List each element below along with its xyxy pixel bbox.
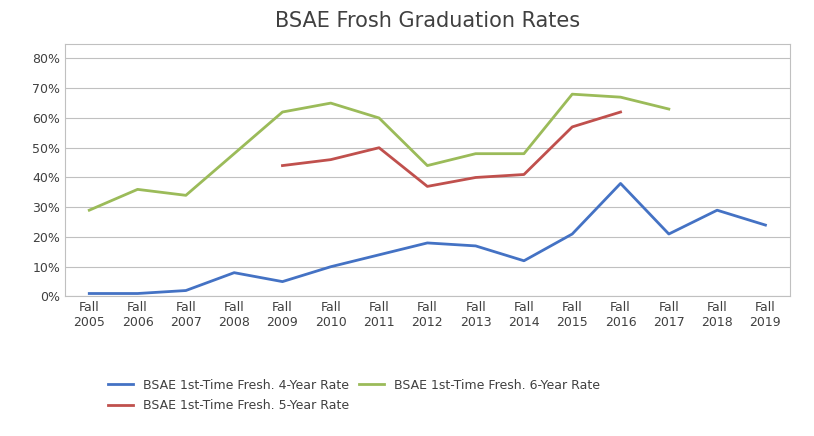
BSAE 1st-Time Fresh. 6-Year Rate <box>278 109 287 115</box>
BSAE 1st-Time Fresh. 4-Year Rate <box>278 279 287 284</box>
BSAE 1st-Time Fresh. 4-Year Rate <box>374 252 384 257</box>
BSAE 1st-Time Fresh. 6-Year Rate <box>470 151 480 156</box>
BSAE 1st-Time Fresh. 6-Year Rate <box>664 106 674 112</box>
BSAE 1st-Time Fresh. 6-Year Rate <box>567 92 577 97</box>
BSAE 1st-Time Fresh. 4-Year Rate <box>326 264 335 269</box>
BSAE 1st-Time Fresh. 4-Year Rate <box>85 291 94 296</box>
BSAE 1st-Time Fresh. 4-Year Rate <box>567 232 577 237</box>
Legend: BSAE 1st-Time Fresh. 4-Year Rate, BSAE 1st-Time Fresh. 5-Year Rate, BSAE 1st-Tim: BSAE 1st-Time Fresh. 4-Year Rate, BSAE 1… <box>107 378 600 412</box>
BSAE 1st-Time Fresh. 6-Year Rate <box>374 116 384 121</box>
BSAE 1st-Time Fresh. 6-Year Rate <box>326 100 335 106</box>
BSAE 1st-Time Fresh. 4-Year Rate <box>615 181 625 186</box>
BSAE 1st-Time Fresh. 4-Year Rate <box>422 240 432 245</box>
BSAE 1st-Time Fresh. 4-Year Rate <box>230 270 239 275</box>
BSAE 1st-Time Fresh. 5-Year Rate <box>519 172 529 177</box>
Title: BSAE Frosh Graduation Rates: BSAE Frosh Graduation Rates <box>275 11 580 31</box>
BSAE 1st-Time Fresh. 5-Year Rate <box>567 124 577 129</box>
BSAE 1st-Time Fresh. 6-Year Rate <box>230 151 239 156</box>
Line: BSAE 1st-Time Fresh. 5-Year Rate: BSAE 1st-Time Fresh. 5-Year Rate <box>282 112 620 187</box>
BSAE 1st-Time Fresh. 4-Year Rate <box>664 232 674 237</box>
BSAE 1st-Time Fresh. 5-Year Rate <box>615 109 625 115</box>
BSAE 1st-Time Fresh. 5-Year Rate <box>278 163 287 168</box>
Line: BSAE 1st-Time Fresh. 4-Year Rate: BSAE 1st-Time Fresh. 4-Year Rate <box>90 184 765 293</box>
BSAE 1st-Time Fresh. 4-Year Rate <box>181 288 190 293</box>
BSAE 1st-Time Fresh. 6-Year Rate <box>181 193 190 198</box>
BSAE 1st-Time Fresh. 4-Year Rate <box>712 208 722 213</box>
BSAE 1st-Time Fresh. 5-Year Rate <box>422 184 432 189</box>
Line: BSAE 1st-Time Fresh. 6-Year Rate: BSAE 1st-Time Fresh. 6-Year Rate <box>90 94 669 210</box>
BSAE 1st-Time Fresh. 6-Year Rate <box>422 163 432 168</box>
BSAE 1st-Time Fresh. 4-Year Rate <box>133 291 142 296</box>
BSAE 1st-Time Fresh. 5-Year Rate <box>374 145 384 150</box>
BSAE 1st-Time Fresh. 5-Year Rate <box>326 157 335 162</box>
BSAE 1st-Time Fresh. 4-Year Rate <box>760 222 770 228</box>
BSAE 1st-Time Fresh. 6-Year Rate <box>615 95 625 100</box>
BSAE 1st-Time Fresh. 6-Year Rate <box>519 151 529 156</box>
BSAE 1st-Time Fresh. 4-Year Rate <box>470 243 480 249</box>
BSAE 1st-Time Fresh. 6-Year Rate <box>85 208 94 213</box>
BSAE 1st-Time Fresh. 6-Year Rate <box>133 187 142 192</box>
BSAE 1st-Time Fresh. 4-Year Rate <box>519 258 529 263</box>
BSAE 1st-Time Fresh. 5-Year Rate <box>470 175 480 180</box>
